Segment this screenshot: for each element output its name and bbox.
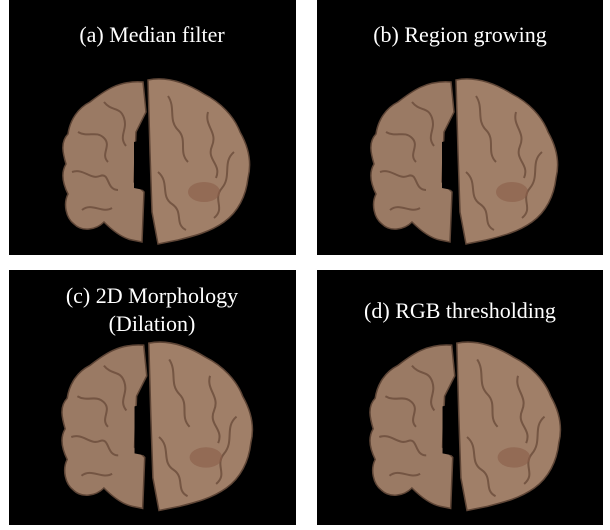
panel: (d) RGB thresholding — [317, 270, 603, 525]
panel-label: (c) 2D Morphology — [66, 283, 238, 308]
panel-label: (a) Median filter — [79, 22, 225, 47]
panel-label: (d) RGB thresholding — [364, 298, 556, 323]
panel-label: (b) Region growing — [373, 22, 547, 47]
panel: (c) 2D Morphology (Dilation) — [9, 270, 296, 525]
panel: (b) Region growing — [317, 0, 603, 255]
figure: (a) Median filter (b) Region growing (c)… — [0, 0, 610, 525]
panel: (a) Median filter — [9, 0, 296, 255]
panel-label: (Dilation) — [109, 311, 196, 336]
page: (a) Median filter (b) Region growing (c)… — [0, 0, 610, 525]
